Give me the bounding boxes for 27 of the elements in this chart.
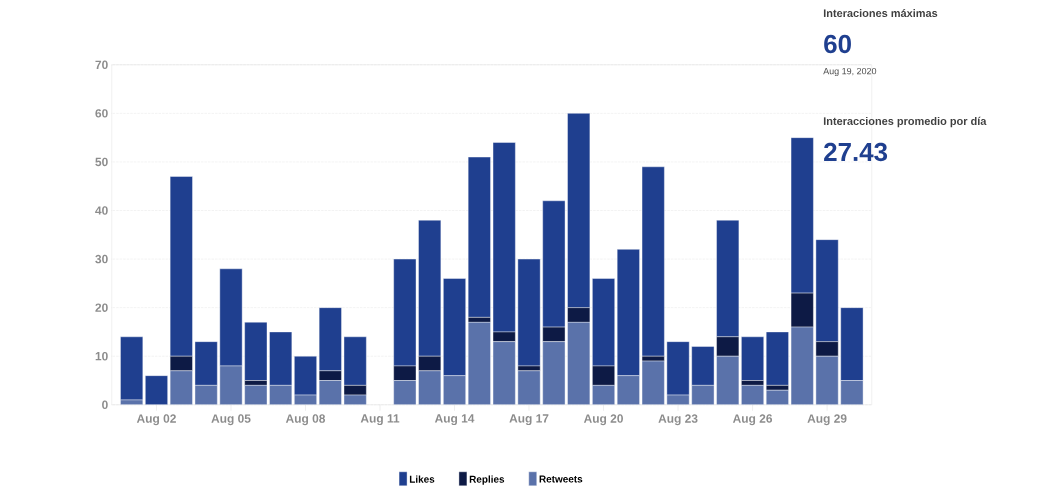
x-tick-label: Aug 23 <box>658 414 698 426</box>
x-tick-label: Aug 26 <box>732 414 773 426</box>
x-tick-label: Aug 05 <box>211 414 251 426</box>
x-tick-label: Aug 29 <box>807 414 847 426</box>
bar <box>120 336 144 401</box>
y-tick-label: 40 <box>95 206 108 215</box>
y-tick-label: 60 <box>95 109 108 118</box>
y-tick-label: 0 <box>102 400 108 409</box>
x-tick-label: Aug 17 <box>509 414 549 426</box>
annotation: Aug 19, 2020 <box>823 67 877 76</box>
y-tick-label: 70 <box>95 60 108 69</box>
text: Interaciones máximas <box>823 8 938 18</box>
legend-label: Likes <box>409 475 435 483</box>
legend-label: Retweets <box>539 475 583 483</box>
x-tick-label: Aug 02 <box>136 414 176 426</box>
text: 60 <box>824 34 851 54</box>
y-tick-label: 30 <box>95 254 108 264</box>
annotation: 27.43 <box>824 142 888 162</box>
y-tick-label: 20 <box>95 303 108 312</box>
x-tick-label: Aug 11 <box>360 414 400 426</box>
x-tick-label: Aug 08 <box>285 414 326 426</box>
legend-label: Replies <box>469 475 505 485</box>
x-tick-label: Aug 20 <box>583 414 623 426</box>
y-tick-label: 10 <box>95 351 108 361</box>
y-tick-label: 50 <box>95 157 108 167</box>
x-tick-label: Aug 14 <box>434 414 475 426</box>
annotation: Interacciones promedio por día <box>823 116 987 128</box>
